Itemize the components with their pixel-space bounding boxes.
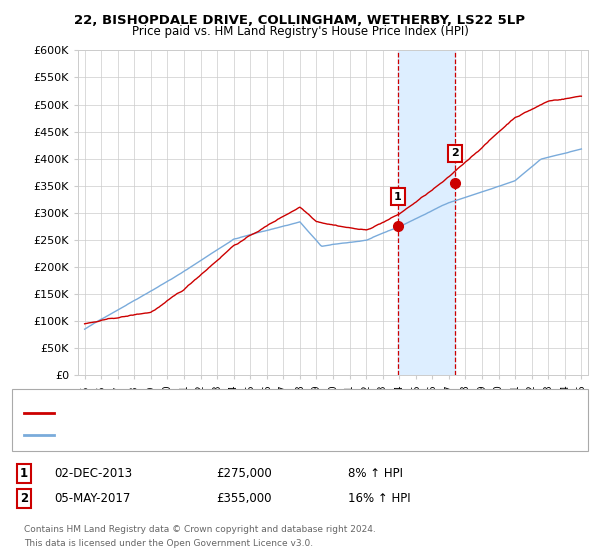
Text: 22, BISHOPDALE DRIVE, COLLINGHAM, WETHERBY, LS22 5LP (detached house): 22, BISHOPDALE DRIVE, COLLINGHAM, WETHER… bbox=[60, 408, 470, 418]
Text: 1: 1 bbox=[20, 466, 28, 480]
Bar bbox=[398, 50, 455, 375]
Text: 8% ↑ HPI: 8% ↑ HPI bbox=[348, 466, 403, 480]
Text: 2: 2 bbox=[451, 148, 459, 158]
Text: Contains HM Land Registry data © Crown copyright and database right 2024.: Contains HM Land Registry data © Crown c… bbox=[24, 525, 376, 534]
Text: 1: 1 bbox=[394, 192, 402, 202]
Text: 05-MAY-2017: 05-MAY-2017 bbox=[54, 492, 130, 505]
Text: 02-DEC-2013: 02-DEC-2013 bbox=[54, 466, 132, 480]
Text: 2: 2 bbox=[20, 492, 28, 505]
Text: HPI: Average price, detached house, Leeds: HPI: Average price, detached house, Leed… bbox=[60, 430, 283, 440]
Text: £355,000: £355,000 bbox=[216, 492, 271, 505]
Text: £275,000: £275,000 bbox=[216, 466, 272, 480]
Text: Price paid vs. HM Land Registry's House Price Index (HPI): Price paid vs. HM Land Registry's House … bbox=[131, 25, 469, 38]
Text: This data is licensed under the Open Government Licence v3.0.: This data is licensed under the Open Gov… bbox=[24, 539, 313, 548]
Text: 22, BISHOPDALE DRIVE, COLLINGHAM, WETHERBY, LS22 5LP: 22, BISHOPDALE DRIVE, COLLINGHAM, WETHER… bbox=[74, 14, 526, 27]
Text: 16% ↑ HPI: 16% ↑ HPI bbox=[348, 492, 410, 505]
